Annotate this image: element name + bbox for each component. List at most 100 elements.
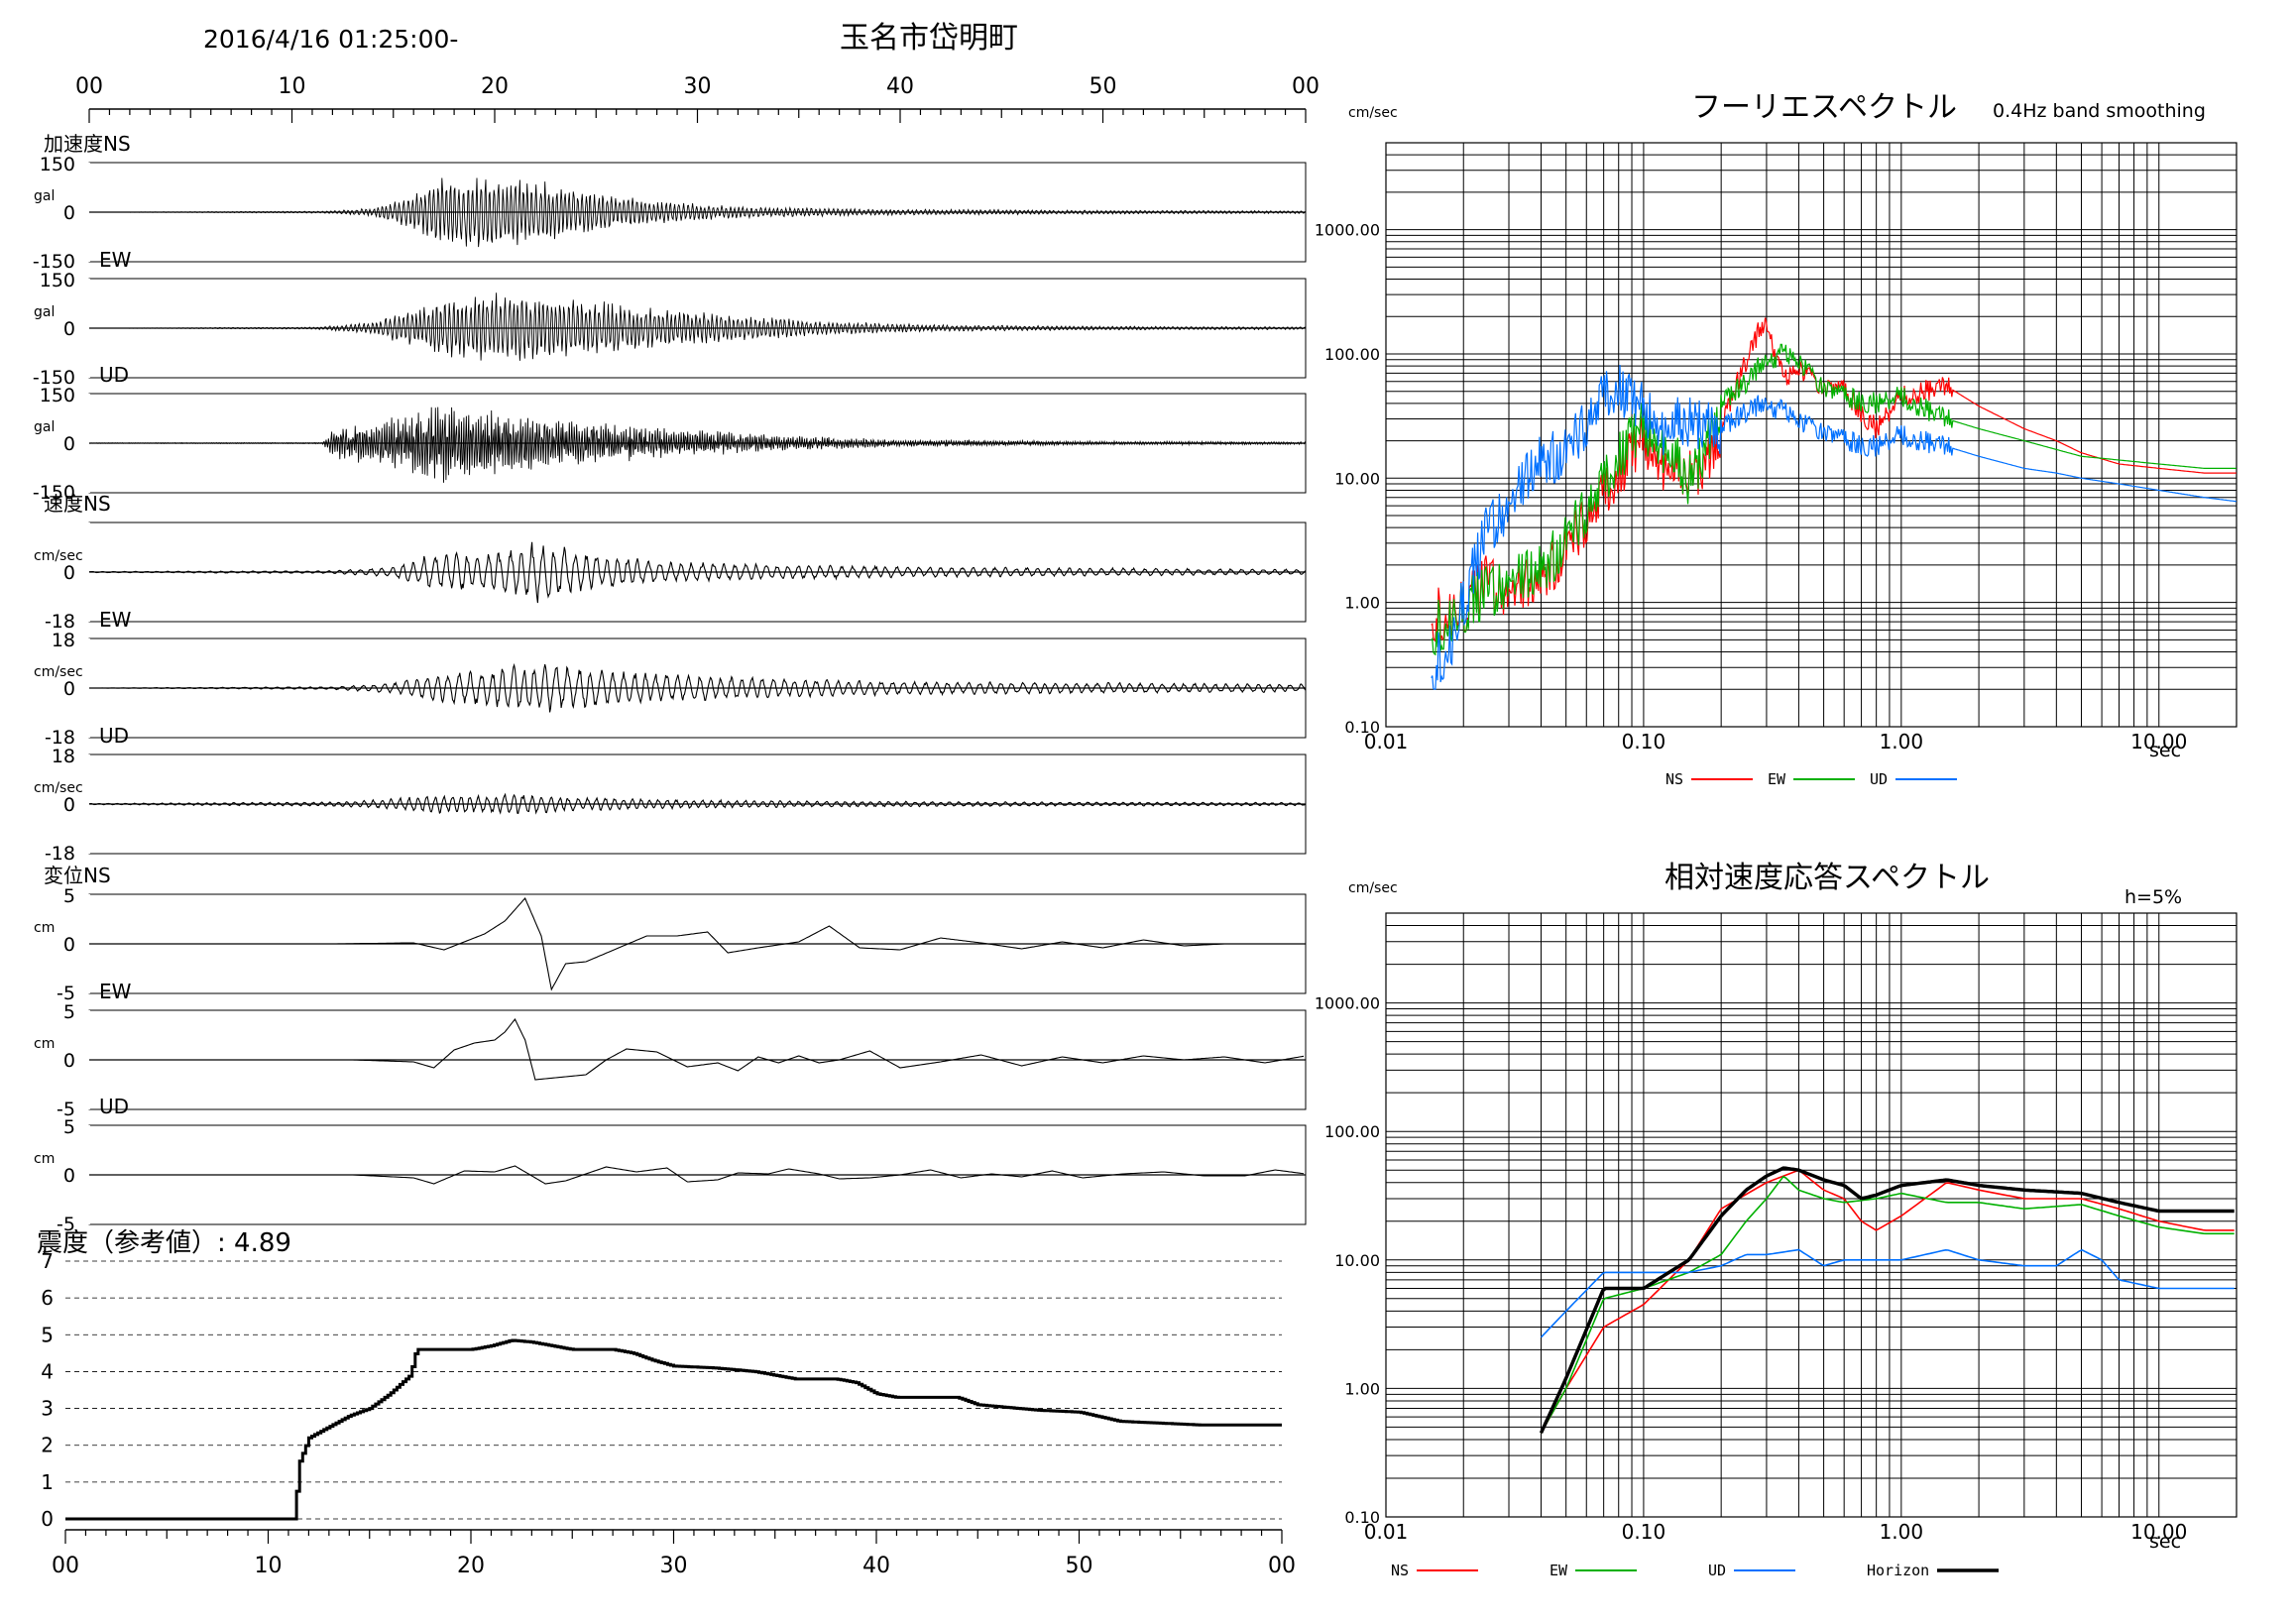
intensity-series-line bbox=[65, 1338, 1282, 1521]
waveform-panel: 変位NS cm 5 0 -5 bbox=[34, 864, 1307, 1004]
legend-label: UD bbox=[1870, 770, 1888, 788]
waveform-trace bbox=[170, 896, 1304, 991]
panel-top-label: 150 bbox=[40, 385, 75, 406]
panel-zero-label: 0 bbox=[63, 202, 75, 224]
panel-unit-label: cm/sec bbox=[34, 780, 83, 796]
waveform-trace bbox=[88, 541, 1307, 604]
waveform-trace bbox=[89, 662, 1307, 713]
response-damping: h=5% bbox=[2124, 886, 2182, 908]
intensity-y-label: 5 bbox=[41, 1323, 54, 1346]
y-tick-label: 1000.00 bbox=[1315, 994, 1380, 1013]
panel-zero-label: 0 bbox=[63, 934, 75, 956]
panel-quantity-label: 変位NS bbox=[44, 864, 111, 887]
legend-label: UD bbox=[1708, 1562, 1726, 1579]
time-tick-label: 30 bbox=[684, 74, 712, 99]
x-tick-label: 0.01 bbox=[1364, 1520, 1409, 1544]
x-tick-label: 10.00 bbox=[2130, 1520, 2187, 1544]
plot-frame bbox=[1385, 142, 2238, 728]
y-tick-label: 10.00 bbox=[1334, 1251, 1380, 1270]
intensity-title: 震度（参考値）: 4.89 bbox=[37, 1228, 291, 1258]
panel-top-label: 5 bbox=[63, 885, 75, 907]
panel-quantity-label: 加速度NS bbox=[44, 132, 131, 156]
intensity-y-label: 7 bbox=[41, 1249, 54, 1273]
series-line-horizon bbox=[1539, 1166, 2235, 1435]
x-tick-label: 0.10 bbox=[1622, 730, 1666, 754]
waveform-panel: UD gal 150 0 -150 bbox=[33, 363, 1307, 504]
series-line-ud bbox=[1431, 364, 2237, 690]
time-axis-top: 00 10 20 30 40 50 00 bbox=[75, 74, 1320, 123]
y-tick-label: 1000.00 bbox=[1315, 221, 1380, 240]
panel-top-label: 5 bbox=[63, 1001, 75, 1023]
response-spectrum-chart: 相対速度応答スペクトル h=5% cm/sec sec 0.10 1.00 10.0… bbox=[1315, 861, 2238, 1579]
time-tick-label: 50 bbox=[1090, 74, 1117, 99]
time-tick-label: 00 bbox=[1268, 1554, 1296, 1578]
y-tick-label: 1.00 bbox=[1344, 1379, 1380, 1398]
x-tick-label: 1.00 bbox=[1880, 730, 1924, 754]
panel-bottom-label: -5 bbox=[57, 1099, 75, 1120]
time-tick-label: 50 bbox=[1066, 1554, 1093, 1578]
panel-component-label: EW bbox=[99, 248, 132, 272]
legend-label: NS bbox=[1391, 1562, 1409, 1579]
panel-top-label: 5 bbox=[63, 1116, 75, 1138]
panel-unit-label: gal bbox=[34, 419, 55, 435]
fourier-subtitle: 0.4Hz band smoothing bbox=[1993, 100, 2206, 122]
time-tick-label: 00 bbox=[75, 74, 103, 99]
time-tick-label: 10 bbox=[255, 1554, 283, 1578]
panel-bottom-label: -150 bbox=[33, 367, 75, 389]
time-tick-label: 10 bbox=[279, 74, 306, 99]
waveform-panel: 加速度NS gal 150 0 -150 bbox=[33, 132, 1307, 273]
series-line-ew bbox=[1540, 1175, 2235, 1434]
panel-bottom-label: -18 bbox=[45, 611, 75, 633]
fourier-x-unit: sec bbox=[2149, 740, 2181, 761]
panel-unit-label: cm/sec bbox=[34, 664, 83, 680]
y-tick-label: 1.00 bbox=[1344, 594, 1380, 613]
panel-component-label: EW bbox=[99, 608, 132, 632]
waveform-panel: UD cm 5 0 -5 bbox=[34, 1095, 1307, 1235]
waveform-trace bbox=[352, 1165, 1305, 1185]
time-tick-label: 20 bbox=[457, 1554, 485, 1578]
panel-component-label: UD bbox=[99, 1095, 129, 1118]
waveform-panel: EW gal 150 0 -150 bbox=[33, 248, 1307, 389]
panel-component-label: EW bbox=[99, 980, 132, 1003]
intensity-y-label: 0 bbox=[41, 1507, 54, 1531]
waveform-trace bbox=[89, 292, 1307, 361]
panel-unit-label: gal bbox=[34, 188, 55, 204]
plot-frame bbox=[1385, 912, 2238, 1518]
panel-unit-label: gal bbox=[34, 304, 55, 320]
time-tick-label: 00 bbox=[52, 1554, 79, 1578]
time-tick-label: 20 bbox=[481, 74, 509, 99]
time-tick-label: 40 bbox=[862, 1554, 890, 1578]
waveform-trace bbox=[352, 1017, 1305, 1081]
panel-zero-label: 0 bbox=[63, 678, 75, 700]
panel-bottom-label: -5 bbox=[57, 983, 75, 1004]
time-tick-label: 00 bbox=[1292, 74, 1320, 99]
legend-label: EW bbox=[1768, 770, 1786, 788]
fourier-unit: cm/sec bbox=[1348, 105, 1398, 121]
waveform-trace bbox=[89, 177, 1307, 248]
intensity-y-label: 1 bbox=[41, 1470, 54, 1494]
x-tick-label: 1.00 bbox=[1880, 1520, 1924, 1544]
series-line-ud bbox=[1540, 1248, 2235, 1338]
time-tick-label: 40 bbox=[886, 74, 914, 99]
panel-unit-label: cm bbox=[34, 920, 55, 936]
waveform-panels: 加速度NS gal 150 0 -150 EW gal 150 0 -150 UD gal 150 0 -1… bbox=[33, 132, 1307, 1235]
y-tick-label: 0.10 bbox=[1344, 718, 1380, 737]
x-tick-label: 10.00 bbox=[2130, 730, 2187, 754]
panel-component-label: UD bbox=[99, 363, 129, 387]
y-tick-label: 100.00 bbox=[1324, 1122, 1380, 1141]
panel-component-label: UD bbox=[99, 724, 129, 748]
panel-zero-label: 0 bbox=[63, 562, 75, 584]
waveform-panel: EW cm 5 0 -5 bbox=[34, 980, 1307, 1120]
series-line-ew bbox=[1431, 343, 2237, 656]
series-line-ns bbox=[1540, 1169, 2235, 1434]
y-tick-label: 10.00 bbox=[1334, 469, 1380, 488]
response-title: 相対速度応答スペクトル bbox=[1665, 861, 1990, 895]
panel-unit-label: cm bbox=[34, 1151, 55, 1167]
x-tick-label: 0.01 bbox=[1364, 730, 1409, 754]
record-datetime: 2016/4/16 01:25:00- bbox=[203, 25, 458, 54]
intensity-y-label: 4 bbox=[41, 1359, 54, 1383]
waveform-panel: UD cm/sec 18 0 -18 bbox=[34, 724, 1307, 865]
x-tick-label: 0.10 bbox=[1622, 1520, 1666, 1544]
panel-bottom-label: -150 bbox=[33, 482, 75, 504]
